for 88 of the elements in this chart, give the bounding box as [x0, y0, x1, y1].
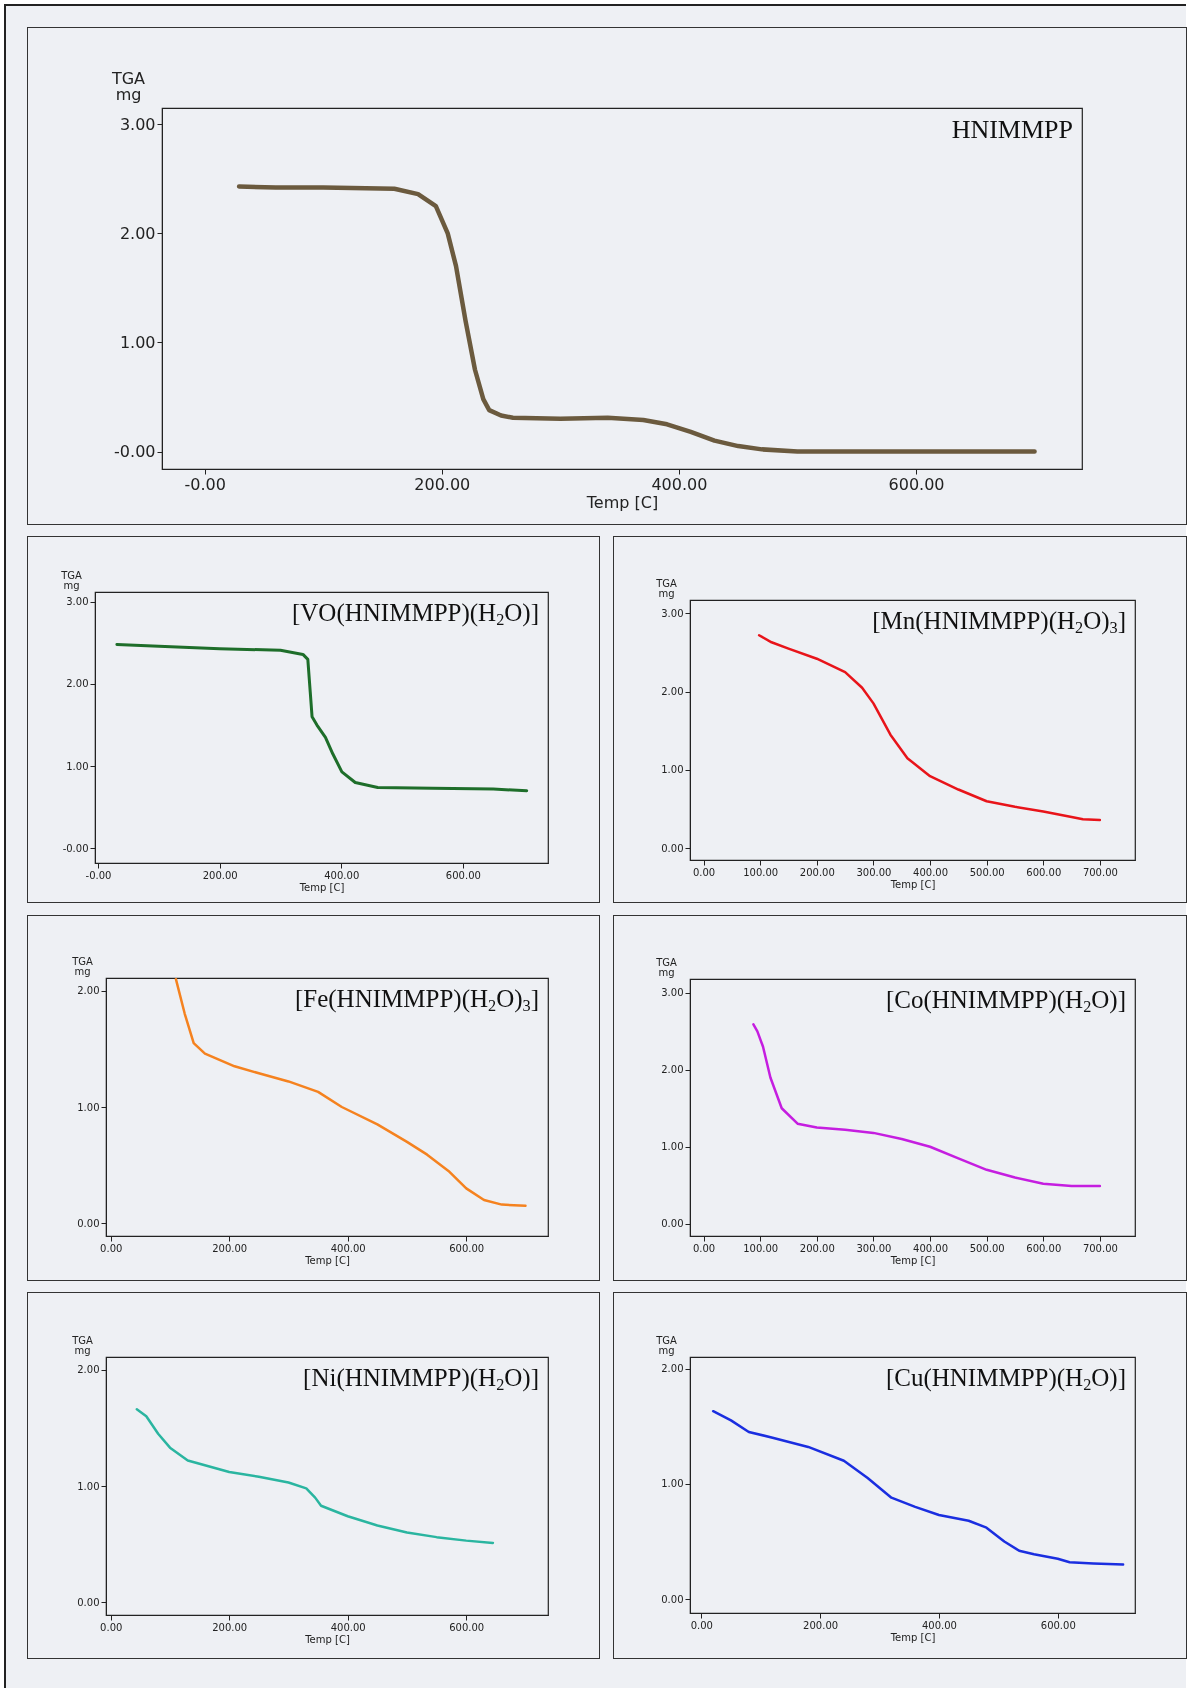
y-tick-label: 1.00 [660, 763, 683, 775]
y-tick-label: 0.00 [660, 842, 683, 854]
x-tick-label: 400.00 [330, 1242, 366, 1253]
y-tick-label: 2.00 [119, 223, 155, 243]
x-tick-label: -0.00 [85, 869, 111, 880]
line-series [114, 642, 528, 792]
x-tick-label: 600.00 [448, 1621, 484, 1632]
chart-title: HNIMMPP [951, 115, 1073, 145]
line-series [751, 1022, 1101, 1187]
x-tick-label: 600.00 [1025, 866, 1061, 877]
x-axis-title: Temp [C] [303, 1254, 350, 1265]
x-tick-label: 200.00 [799, 866, 835, 877]
y-tick-label: 1.00 [65, 760, 88, 772]
x-axis-title: Temp [C] [889, 1254, 935, 1265]
x-tick-label: 500.00 [969, 866, 1005, 877]
x-tick-label: -0.00 [183, 474, 226, 493]
y-tick-label: 0.00 [76, 1217, 99, 1229]
y-tick-label: 0.00 [76, 1596, 99, 1608]
x-tick-label: 300.00 [855, 866, 891, 877]
x-tick-label: 600.00 [1040, 1619, 1076, 1630]
y-tick-label: 1.00 [660, 1140, 683, 1152]
x-tick-label: 600.00 [445, 869, 481, 880]
x-tick-label: 600.00 [448, 1242, 484, 1253]
x-tick-label: 100.00 [742, 1242, 778, 1253]
x-tick-label: 700.00 [1082, 1242, 1118, 1253]
y-tick-label: 0.00 [660, 1593, 683, 1605]
y-tick-label: 1.00 [119, 332, 155, 352]
x-axis-title: Temp [C] [889, 1631, 935, 1642]
x-tick-label: 200.00 [799, 1242, 835, 1253]
y-tick-label: 3.00 [119, 114, 155, 134]
line-series [757, 633, 1101, 821]
x-axis-title: Temp [C] [585, 492, 658, 511]
x-tick-label: 100.00 [742, 866, 778, 877]
x-tick-label: 200.00 [211, 1621, 247, 1632]
y-tick-label: 2.00 [660, 1362, 683, 1374]
chart-title: [VO(HNIMMPP)(H$_{2}$O)] [291, 599, 539, 631]
y-tick-label: 3.00 [660, 607, 683, 619]
x-tick-label: 400.00 [330, 1621, 366, 1632]
y-axis-title: TGA mg [70, 955, 93, 976]
x-axis-title: Temp [C] [298, 881, 344, 892]
y-axis-title: TGA mg [110, 68, 145, 103]
x-tick-label: 400.00 [650, 474, 707, 493]
chart-title: [Fe(HNIMMPP)(H$_{2}$O)$_{3}$] [294, 985, 539, 1017]
x-tick-label: 400.00 [912, 866, 948, 877]
x-tick-label: 400.00 [912, 1242, 948, 1253]
x-tick-label: 600.00 [1025, 1242, 1061, 1253]
y-tick-label: 2.00 [76, 1363, 99, 1375]
y-axis-title: TGA mg [654, 956, 677, 977]
x-tick-label: 600.00 [888, 474, 945, 493]
line-series [236, 183, 1037, 454]
x-tick-label: 700.00 [1082, 866, 1118, 877]
y-tick-label: -0.00 [62, 842, 88, 854]
x-tick-label: 0.00 [99, 1621, 122, 1632]
y-tick-label: 2.00 [76, 984, 99, 996]
y-tick-label: 3.00 [660, 986, 683, 998]
y-tick-label: -0.00 [113, 441, 155, 461]
x-tick-label: 200.00 [802, 1619, 838, 1630]
chart-title: [Co(HNIMMPP)(H$_{2}$O)] [885, 986, 1126, 1018]
line-series [135, 1407, 494, 1544]
line-series [711, 1409, 1124, 1566]
x-axis-title: Temp [C] [889, 878, 935, 889]
x-tick-label: 400.00 [921, 1619, 957, 1630]
chart-title: [Ni(HNIMMPP)(H$_{2}$O)] [303, 1364, 539, 1396]
y-tick-label: 1.00 [76, 1480, 99, 1491]
x-axis-title: Temp [C] [303, 1633, 350, 1644]
x-tick-label: 400.00 [323, 869, 359, 880]
y-tick-label: 1.00 [660, 1477, 683, 1489]
x-tick-label: 500.00 [969, 1242, 1005, 1253]
x-tick-label: 200.00 [211, 1242, 247, 1253]
y-axis-title: TGA mg [70, 1334, 93, 1355]
x-tick-label: 0.00 [690, 1619, 713, 1630]
x-tick-label: 200.00 [413, 474, 470, 493]
y-tick-label: 2.00 [660, 685, 683, 697]
x-tick-label: 0.00 [99, 1242, 122, 1253]
y-axis-title: TGA mg [654, 1334, 677, 1355]
x-tick-label: 300.00 [855, 1242, 891, 1253]
x-tick-label: 200.00 [202, 869, 238, 880]
x-tick-label: 0.00 [692, 866, 715, 877]
y-tick-label: 2.00 [660, 1063, 683, 1075]
y-tick-label: 3.00 [65, 595, 88, 607]
y-axis-title: TGA mg [59, 569, 82, 590]
y-tick-label: 0.00 [660, 1217, 683, 1229]
y-tick-label: 2.00 [65, 677, 88, 689]
chart-title: [Mn(HNIMMPP)(H$_{2}$O)$_{3}$] [872, 607, 1126, 639]
y-axis-title: TGA mg [654, 577, 677, 598]
chart-title: [Cu(HNIMMPP)(H$_{2}$O)] [885, 1364, 1126, 1396]
y-tick-label: 1.00 [76, 1101, 99, 1112]
x-tick-label: 0.00 [692, 1242, 715, 1253]
